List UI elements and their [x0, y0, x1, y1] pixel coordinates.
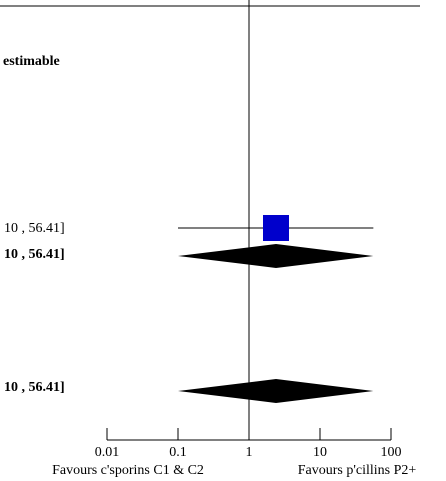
study-effect-marker: [262, 215, 289, 241]
favours-left-label: Favours c'sporins C1 & C2: [52, 463, 204, 478]
favours-right-label: Favours p'cillins P2+: [298, 463, 417, 478]
x-tick-label-0: 0.01: [95, 445, 120, 460]
subtotal-diamond: [178, 244, 374, 268]
x-tick-label-2: 1: [246, 445, 253, 460]
study-row-label: 10 , 56.41]: [4, 221, 65, 236]
subtotal-row-label: 10 , 56.41]: [4, 247, 65, 262]
x-tick-label-3: 10: [313, 445, 327, 460]
x-tick-label-4: 100: [381, 445, 402, 460]
x-tick-label-1: 0.1: [169, 445, 187, 460]
total-row-label: 10 , 56.41]: [4, 380, 65, 395]
header-estimable: estimable: [3, 54, 60, 69]
total-diamond: [178, 379, 374, 403]
